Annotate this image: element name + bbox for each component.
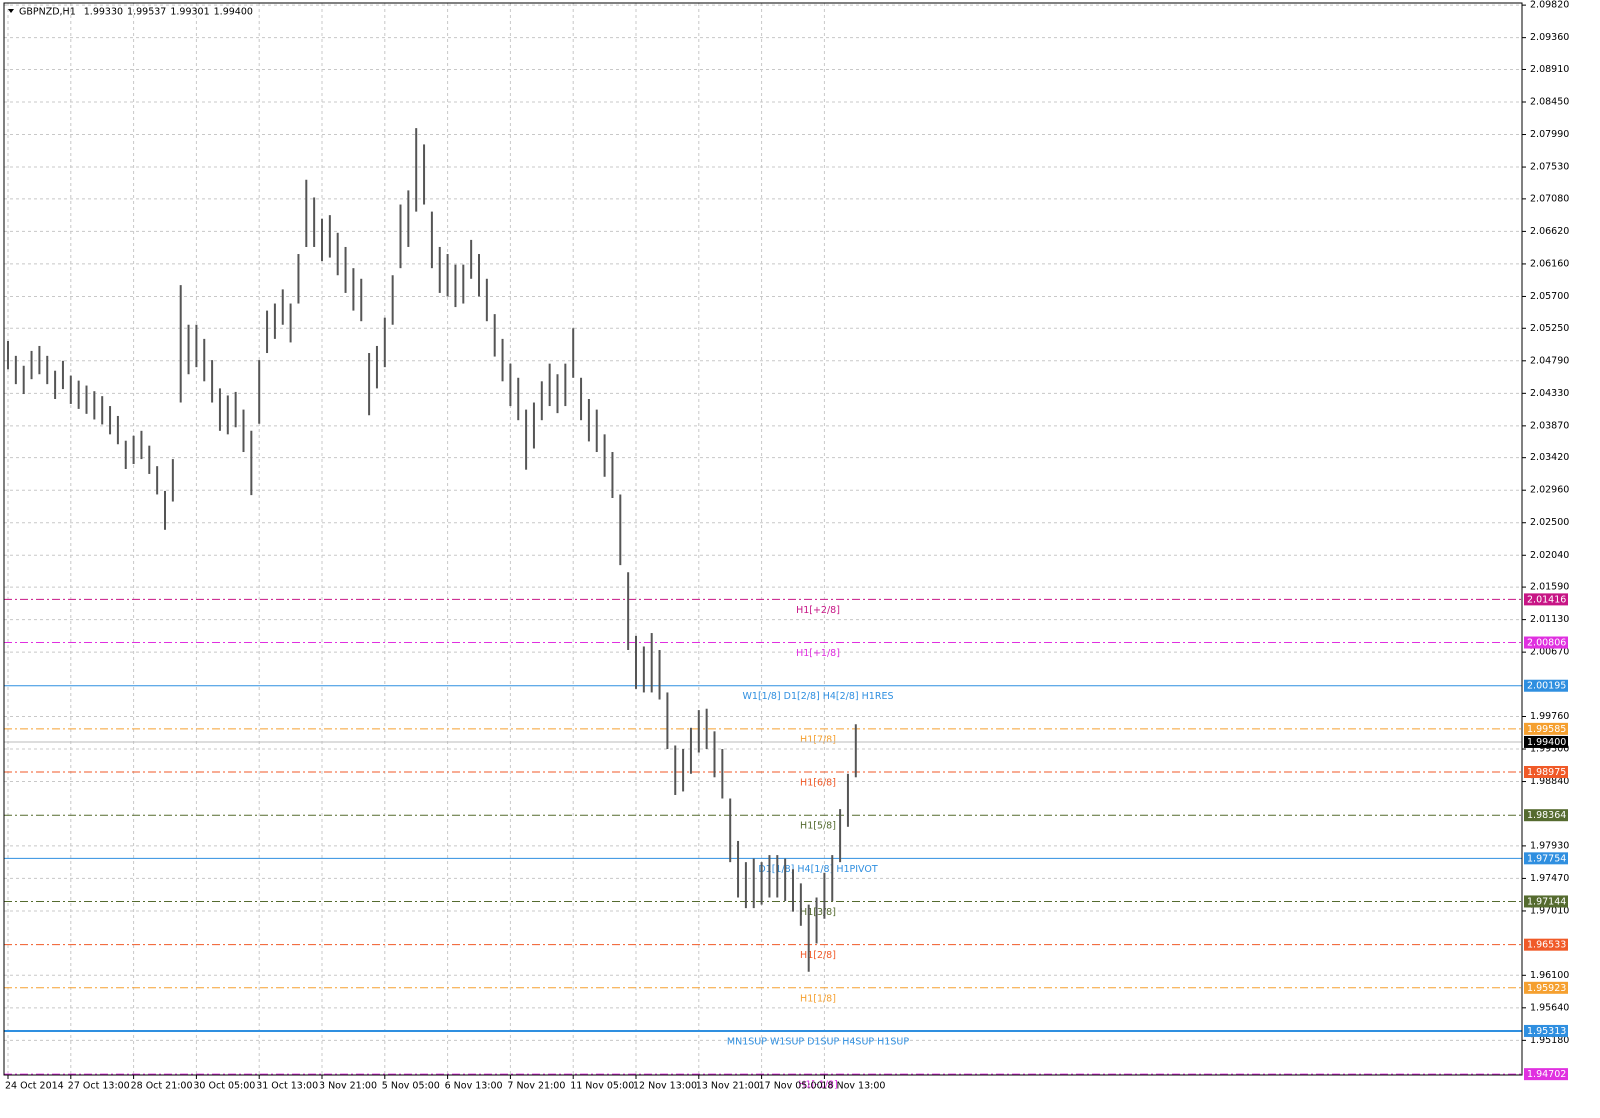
y-tick-label: 1.97010 — [1530, 905, 1569, 916]
y-tick-label: 2.07530 — [1530, 162, 1569, 173]
y-tick-label: 2.07080 — [1530, 193, 1569, 204]
header-quote: 1.99330 — [84, 7, 123, 18]
y-tick-label: 1.95640 — [1530, 1002, 1569, 1013]
header-quote: 1.99400 — [214, 7, 253, 18]
level-price-box — [1524, 1024, 1568, 1037]
header-quote: 1.99537 — [127, 7, 166, 18]
level-price-box — [1524, 938, 1568, 951]
x-tick-label: 5 Nov 05:00 — [382, 1081, 440, 1092]
y-tick-label: 2.03870 — [1530, 420, 1569, 431]
plot-frame — [3, 2, 1523, 1076]
x-tick-label: 6 Nov 13:00 — [445, 1081, 503, 1092]
level-name: H1[1/8] — [800, 993, 836, 1004]
x-tick-label: 3 Nov 21:00 — [319, 1081, 377, 1092]
y-tick-label: 1.96100 — [1530, 970, 1569, 981]
menu-arrow[interactable] — [8, 9, 14, 13]
y-tick-label: 2.04330 — [1530, 388, 1569, 399]
level-price-box — [1524, 852, 1568, 865]
x-tick-label: 12 Nov 13:00 — [633, 1081, 697, 1092]
y-tick-label: 2.03420 — [1530, 452, 1569, 463]
level-name: H1[-1/8] — [798, 1080, 837, 1091]
level-price-box — [1524, 636, 1568, 649]
y-tick-label: 1.95180 — [1530, 1035, 1569, 1046]
level-price: 1.97754 — [1527, 853, 1566, 864]
x-tick-label: 7 Nov 21:00 — [507, 1081, 565, 1092]
axes: 2.09820 2.09360 2.08910 2.08450 2.07990 2.075… — [5, 0, 1569, 1092]
level-name: H1[3/8] — [800, 907, 836, 918]
level-name: H1[2/8] — [800, 950, 836, 961]
level-name: H1[+1/8] — [796, 648, 840, 659]
y-tick-label: 2.09820 — [1530, 0, 1569, 11]
level-name: H1[5/8] — [800, 821, 836, 832]
x-tick-label: 13 Nov 21:00 — [696, 1081, 760, 1092]
level-price: 1.98364 — [1527, 810, 1566, 821]
bars — [7, 128, 857, 972]
grid — [4, 3, 1522, 1075]
level-name: D1[1/8] H4[1/8] H1PIVOT — [758, 864, 878, 875]
y-tick-label: 1.98840 — [1530, 776, 1569, 787]
x-tick-label: 30 Oct 05:00 — [193, 1081, 255, 1092]
x-tick-label: 11 Nov 05:00 — [570, 1081, 634, 1092]
x-tick-label: 31 Oct 13:00 — [256, 1081, 318, 1092]
y-tick-label: 2.02500 — [1530, 517, 1569, 528]
level-price: 1.97144 — [1527, 896, 1566, 907]
last-price-box — [1524, 735, 1568, 748]
y-tick-label: 2.01590 — [1530, 582, 1569, 593]
y-tick-label: 2.02960 — [1530, 485, 1569, 496]
y-tick-label: 2.08450 — [1530, 96, 1569, 107]
last-price: 1.99400 — [1527, 737, 1566, 748]
y-tick-label: 2.06160 — [1530, 258, 1569, 269]
y-tick-label: 2.07990 — [1530, 129, 1569, 140]
y-tick-label: 2.08910 — [1530, 64, 1569, 75]
y-tick-label: 2.06620 — [1530, 226, 1569, 237]
header-quote: 1.99301 — [170, 7, 209, 18]
level-price-box — [1524, 593, 1568, 606]
level-name: MN1SUP W1SUP D1SUP H4SUP H1SUP — [727, 1036, 909, 1047]
level-price: 1.98975 — [1527, 767, 1566, 778]
y-tick-label: 2.09360 — [1530, 32, 1569, 43]
level-price-box — [1524, 765, 1568, 778]
y-tick-label: 1.97470 — [1530, 873, 1569, 884]
y-tick-label: 2.05700 — [1530, 291, 1569, 302]
level-price-box — [1524, 895, 1568, 908]
level-price: 2.00806 — [1527, 638, 1566, 649]
level-price-box — [1524, 981, 1568, 994]
level-price-box — [1524, 679, 1568, 692]
x-tick-label: 17 Nov 05:00 — [759, 1081, 823, 1092]
y-tick-label: 2.04790 — [1530, 355, 1569, 366]
x-tick-label: 24 Oct 2014 — [5, 1081, 64, 1092]
level-price: 1.95313 — [1527, 1026, 1566, 1037]
y-tick-label: 1.97930 — [1530, 840, 1569, 851]
level-name: W1[1/8] D1[2/8] H4[2/8] H1RES — [743, 691, 894, 702]
y-tick-label: 2.02040 — [1530, 550, 1569, 561]
level-price: 1.96533 — [1527, 940, 1566, 951]
levels: H1[+2/8] H1[+1/8] W1[1/8] D1[2/8] H4[2/8] … — [4, 598, 1522, 1091]
x-tick-label: 18 Nov 13:00 — [821, 1081, 885, 1092]
chart-title: GBPNZD,H1 — [19, 7, 76, 18]
level-name: H1[7/8] — [800, 734, 836, 745]
level-name: H1[6/8] — [800, 777, 836, 788]
level-name: H1[+2/8] — [796, 605, 840, 616]
y-tick-label: 2.01130 — [1530, 614, 1569, 625]
level-price: 2.01416 — [1527, 594, 1566, 605]
x-tick-label: 28 Oct 21:00 — [131, 1081, 193, 1092]
y-tick-label: 2.00670 — [1530, 647, 1569, 658]
level-price: 2.00195 — [1527, 681, 1566, 692]
level-price: 1.94702 — [1527, 1069, 1566, 1080]
level-price: 1.95923 — [1527, 983, 1566, 994]
x-tick-label: 27 Oct 13:00 — [68, 1081, 130, 1092]
y-tick-label: 1.99760 — [1530, 711, 1569, 722]
level-price-box — [1524, 1068, 1568, 1081]
y-tick-label: 1.99300 — [1530, 744, 1569, 755]
y-tick-label: 2.05250 — [1530, 323, 1569, 334]
level-price-box — [1524, 722, 1568, 735]
level-price-box — [1524, 809, 1568, 822]
level-price: 1.99585 — [1527, 724, 1566, 735]
